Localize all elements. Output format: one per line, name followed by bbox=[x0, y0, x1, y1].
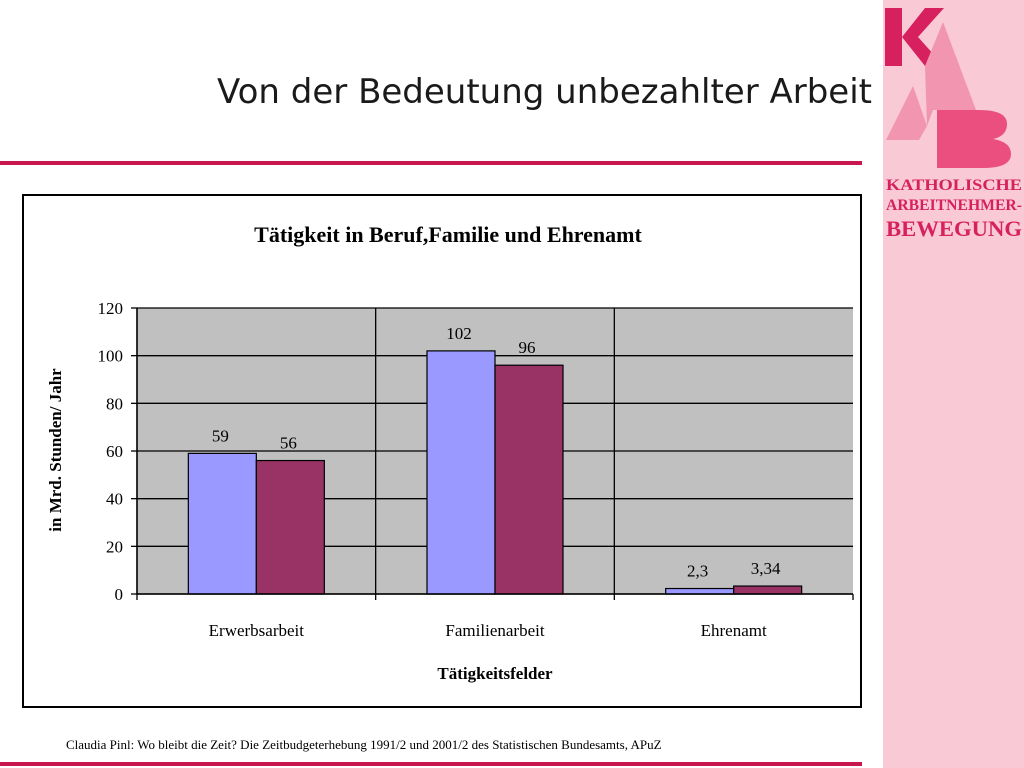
bar-data-label: 3,34 bbox=[751, 559, 781, 578]
y-tick-label: 60 bbox=[106, 442, 123, 461]
chart-frame: Tätigkeit in Beruf,Familie und Ehrenamt … bbox=[22, 194, 862, 708]
axes: 0 20 40 60 80 100 120 Erwerbsarbeit Familienarbe… bbox=[98, 299, 854, 640]
chart-title: Tätigkeit in Beruf,Familie und Ehrenamt bbox=[254, 222, 642, 247]
kab-logo: KATHOLISCHE ARBEITNEHMER- BEWEGUNG bbox=[885, 8, 1022, 241]
logo-line-3: BEWEGUNG bbox=[886, 216, 1022, 241]
bar-data-label: 59 bbox=[212, 426, 229, 445]
y-tick-label: 40 bbox=[106, 490, 123, 509]
y-tick-label: 100 bbox=[98, 347, 124, 366]
bar bbox=[426, 350, 496, 595]
bar-data-label: 96 bbox=[519, 338, 536, 357]
bar-data-label: 56 bbox=[280, 434, 297, 453]
bottom-divider bbox=[0, 762, 862, 766]
x-axis-label: Tätigkeitsfelder bbox=[437, 664, 553, 683]
x-tick-label: Ehrenamt bbox=[701, 621, 767, 640]
bar bbox=[494, 364, 564, 595]
slide-title: Von der Bedeutung unbezahlter Arbeit bbox=[217, 72, 872, 112]
x-tick-label: Erwerbsarbeit bbox=[209, 621, 305, 640]
bar bbox=[255, 459, 325, 595]
bar-chart: Tätigkeit in Beruf,Familie und Ehrenamt … bbox=[46, 222, 854, 683]
bar bbox=[665, 587, 735, 595]
logo-line-2: ARBEITNEHMER- bbox=[886, 197, 1022, 214]
x-tick-label: Familienarbeit bbox=[445, 621, 544, 640]
logo-line-1: KATHOLISCHE bbox=[886, 177, 1022, 194]
bars: 59 56 102 96 2,3 3,34 bbox=[187, 324, 803, 595]
y-axis-label: in Mrd. Stunden/ Jahr bbox=[46, 368, 65, 532]
y-tick-label: 120 bbox=[98, 299, 124, 318]
bar bbox=[733, 585, 803, 595]
y-tick-label: 80 bbox=[106, 394, 123, 413]
y-tick-label: 0 bbox=[115, 585, 124, 604]
bar-data-label: 2,3 bbox=[687, 562, 708, 581]
source-citation: Claudia Pinl: Wo bleibt die Zeit? Die Ze… bbox=[66, 737, 662, 752]
bar bbox=[187, 452, 257, 595]
bar-data-label: 102 bbox=[446, 324, 472, 343]
logo-letter-b bbox=[937, 110, 1011, 168]
top-divider bbox=[0, 161, 862, 165]
y-tick-label: 20 bbox=[106, 537, 123, 556]
logo-letter-k bbox=[885, 8, 944, 66]
